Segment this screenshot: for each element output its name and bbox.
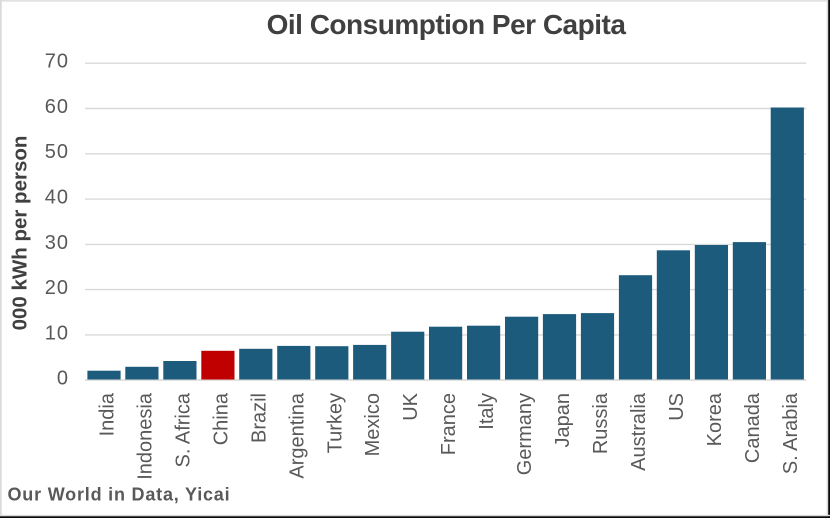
svg-text:0: 0 bbox=[57, 368, 69, 390]
svg-text:S. Africa: S. Africa bbox=[172, 392, 194, 467]
svg-text:Japan: Japan bbox=[552, 393, 574, 448]
svg-text:60: 60 bbox=[45, 96, 69, 118]
svg-text:S. Arabia: S. Arabia bbox=[780, 392, 802, 474]
svg-text:Our World in Data, Yicai: Our World in Data, Yicai bbox=[8, 485, 231, 505]
svg-text:Russia: Russia bbox=[590, 392, 612, 454]
svg-text:Turkey: Turkey bbox=[324, 393, 346, 453]
svg-text:Indonesia: Indonesia bbox=[134, 392, 156, 480]
svg-text:Oil Consumption Per Capita: Oil Consumption Per Capita bbox=[267, 9, 627, 40]
svg-text:10: 10 bbox=[45, 322, 69, 344]
svg-text:Italy: Italy bbox=[476, 393, 498, 430]
svg-text:India: India bbox=[97, 392, 119, 436]
svg-text:50: 50 bbox=[45, 141, 69, 163]
svg-text:Australia: Australia bbox=[628, 392, 650, 471]
svg-text:40: 40 bbox=[45, 187, 69, 209]
svg-text:000 kWh per person: 000 kWh per person bbox=[9, 136, 32, 331]
svg-text:30: 30 bbox=[45, 232, 69, 254]
svg-text:Brazil: Brazil bbox=[248, 393, 270, 443]
svg-text:Germany: Germany bbox=[514, 393, 536, 475]
svg-text:China: China bbox=[210, 392, 232, 445]
svg-text:US: US bbox=[666, 393, 688, 421]
svg-text:Mexico: Mexico bbox=[362, 393, 384, 456]
svg-text:UK: UK bbox=[400, 392, 422, 420]
svg-text:France: France bbox=[438, 393, 460, 455]
svg-text:20: 20 bbox=[45, 277, 69, 299]
svg-text:70: 70 bbox=[45, 51, 69, 73]
svg-text:Argentina: Argentina bbox=[286, 392, 308, 478]
svg-text:Korea: Korea bbox=[704, 392, 726, 446]
svg-text:Canada: Canada bbox=[742, 392, 764, 463]
